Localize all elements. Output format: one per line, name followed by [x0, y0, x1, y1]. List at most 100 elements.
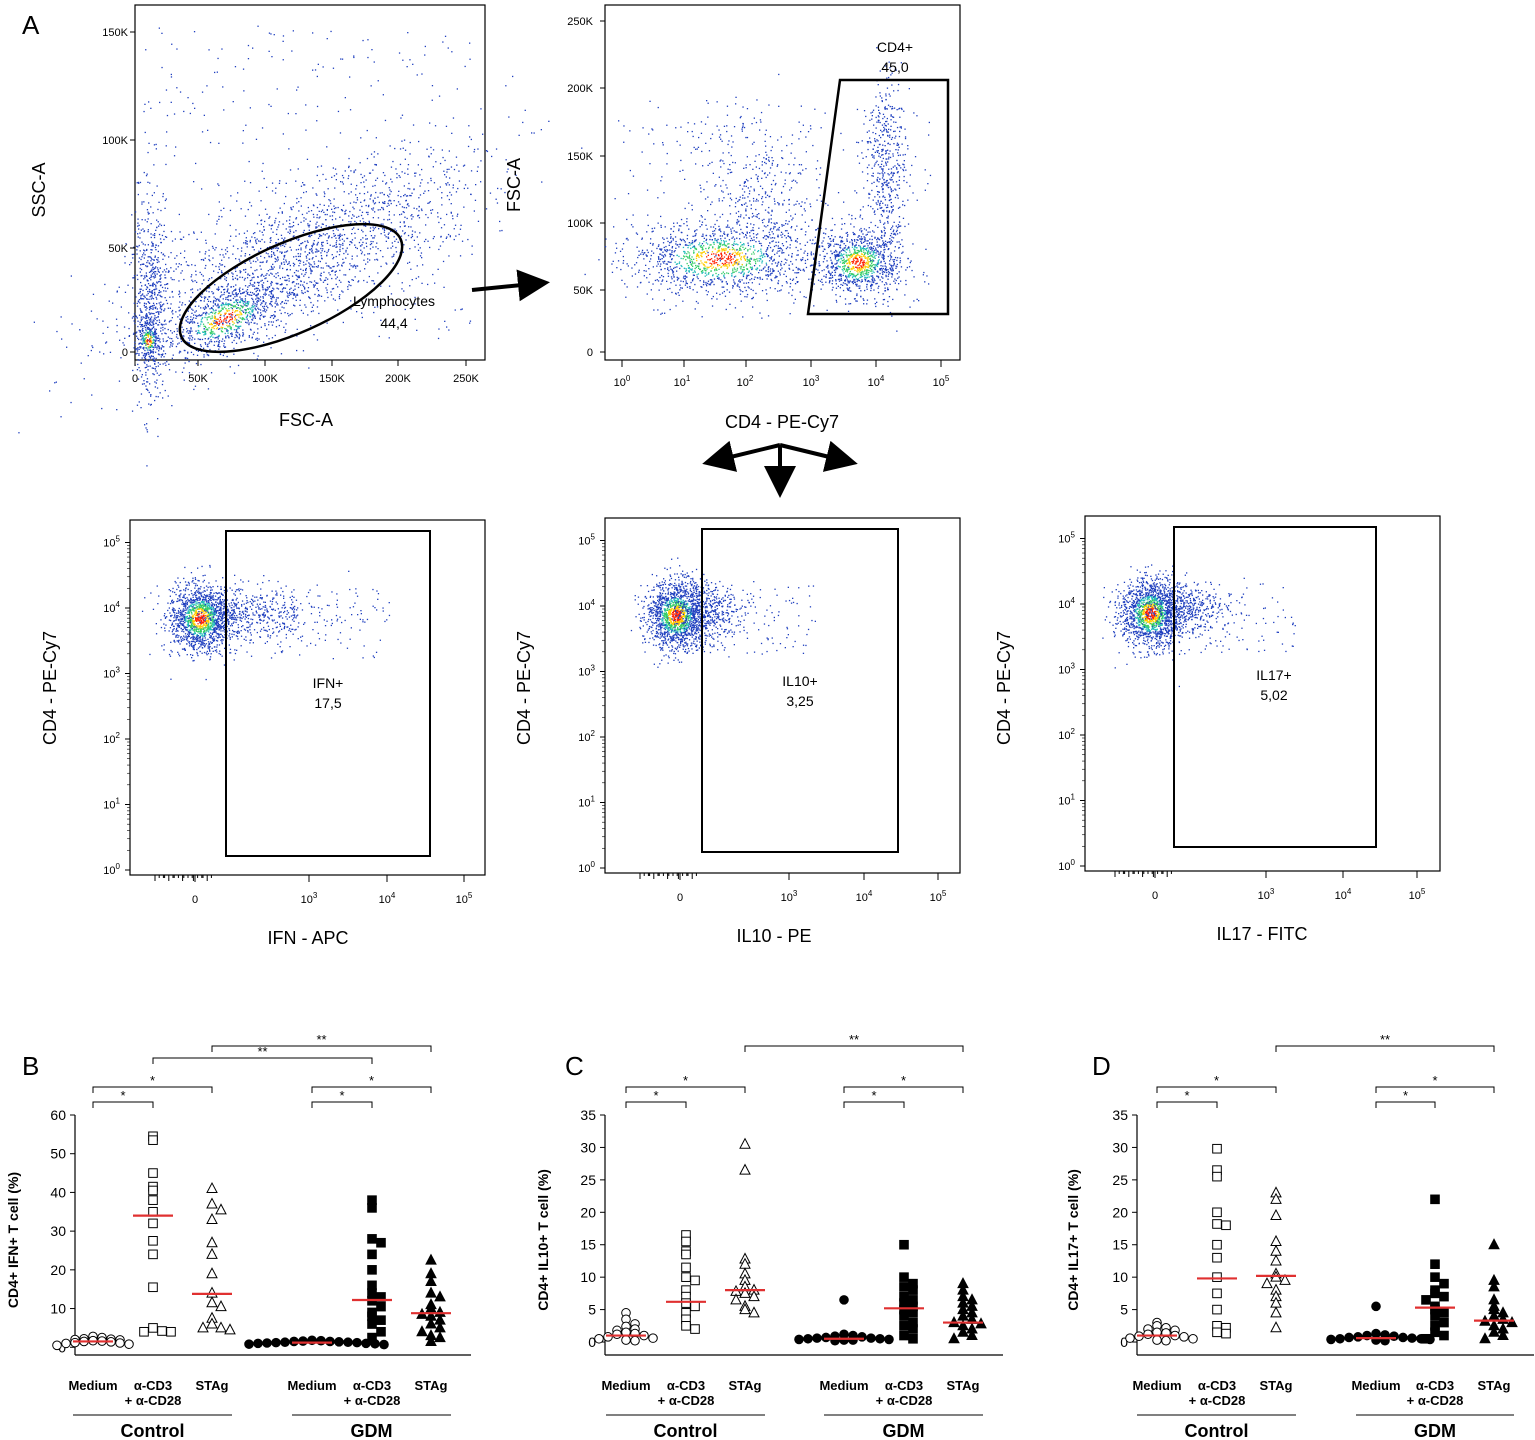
event-dot [718, 249, 720, 251]
event-dot [432, 273, 434, 276]
event-dot [355, 246, 357, 249]
event-dot [244, 277, 246, 280]
event-dot [214, 341, 216, 343]
event-dot [91, 345, 93, 347]
event-dot [353, 264, 356, 266]
event-dot [163, 323, 165, 326]
event-dot [329, 200, 331, 202]
event-dot [144, 327, 147, 329]
event-dot [144, 325, 146, 327]
event-dot [489, 192, 492, 194]
event-dot [308, 296, 310, 298]
event-dot [274, 247, 276, 249]
event-dot [251, 336, 253, 338]
event-dot [259, 315, 262, 317]
event-dot [253, 352, 255, 355]
event-dot [350, 170, 352, 172]
event-dot [155, 311, 157, 313]
event-dot [142, 342, 144, 344]
event-dot [673, 251, 675, 253]
event-dot [797, 249, 799, 252]
event-dot [263, 177, 265, 180]
event-dot [209, 311, 212, 314]
event-dot [749, 258, 751, 260]
event-dot [725, 260, 727, 262]
event-dot [385, 183, 387, 185]
event-dot [145, 49, 147, 51]
event-dot [276, 302, 278, 305]
event-dot [392, 262, 394, 264]
event-dot [161, 383, 164, 386]
event-dot [786, 259, 788, 261]
event-dot [308, 224, 311, 226]
event-dot [304, 273, 306, 276]
event-dot [450, 194, 453, 196]
event-dot [227, 305, 230, 307]
event-dot [408, 182, 410, 185]
event-dot [327, 237, 330, 239]
event-dot [469, 322, 471, 324]
event-dot [386, 205, 388, 207]
event-dot [146, 316, 148, 318]
event-dot [213, 270, 215, 272]
event-dot [227, 273, 229, 275]
event-dot [676, 266, 678, 268]
event-dot [138, 367, 140, 369]
event-dot [175, 323, 177, 325]
event-dot [740, 249, 742, 251]
event-dot [324, 193, 326, 195]
event-dot [316, 206, 319, 209]
event-dot [656, 247, 658, 250]
event-dot [710, 279, 712, 281]
event-dot [298, 238, 300, 241]
event-dot [763, 225, 766, 227]
event-dot [203, 279, 205, 281]
event-dot [382, 180, 384, 182]
event-dot [317, 265, 319, 267]
event-dot [799, 269, 802, 271]
event-dot [222, 302, 224, 304]
event-dot [617, 260, 620, 262]
event-dot [742, 246, 744, 248]
event-dot [705, 261, 708, 264]
event-dot [658, 289, 660, 291]
event-dot [710, 137, 712, 140]
event-dot [800, 259, 802, 262]
event-dot [269, 303, 271, 305]
event-dot [153, 347, 155, 349]
event-dot [220, 313, 222, 316]
event-dot [160, 327, 162, 329]
event-dot [373, 156, 375, 158]
event-dot [675, 305, 677, 307]
event-dot [224, 327, 226, 330]
event-dot [758, 213, 760, 215]
event-dot [670, 233, 672, 236]
event-dot [713, 262, 715, 265]
event-dot [164, 362, 166, 364]
event-dot [369, 172, 372, 174]
event-dot [223, 345, 225, 347]
event-dot [206, 352, 208, 354]
event-dot [747, 282, 750, 284]
event-dot [409, 188, 411, 190]
event-dot [259, 265, 261, 267]
event-dot [159, 267, 161, 269]
event-dot [728, 262, 730, 264]
event-dot [263, 229, 265, 231]
event-dot [149, 313, 151, 315]
event-dot [755, 215, 757, 218]
event-dot [758, 272, 760, 274]
event-dot [257, 328, 259, 330]
event-dot [758, 242, 761, 244]
event-dot [153, 360, 155, 362]
event-dot [199, 299, 202, 302]
event-dot [397, 194, 399, 197]
event-dot [736, 285, 738, 287]
event-dot [143, 317, 145, 319]
event-dot [157, 335, 160, 337]
event-dot [219, 296, 221, 298]
event-dot [687, 257, 689, 259]
event-dot [323, 191, 325, 193]
event-dot [280, 353, 283, 355]
event-dot [335, 283, 337, 286]
